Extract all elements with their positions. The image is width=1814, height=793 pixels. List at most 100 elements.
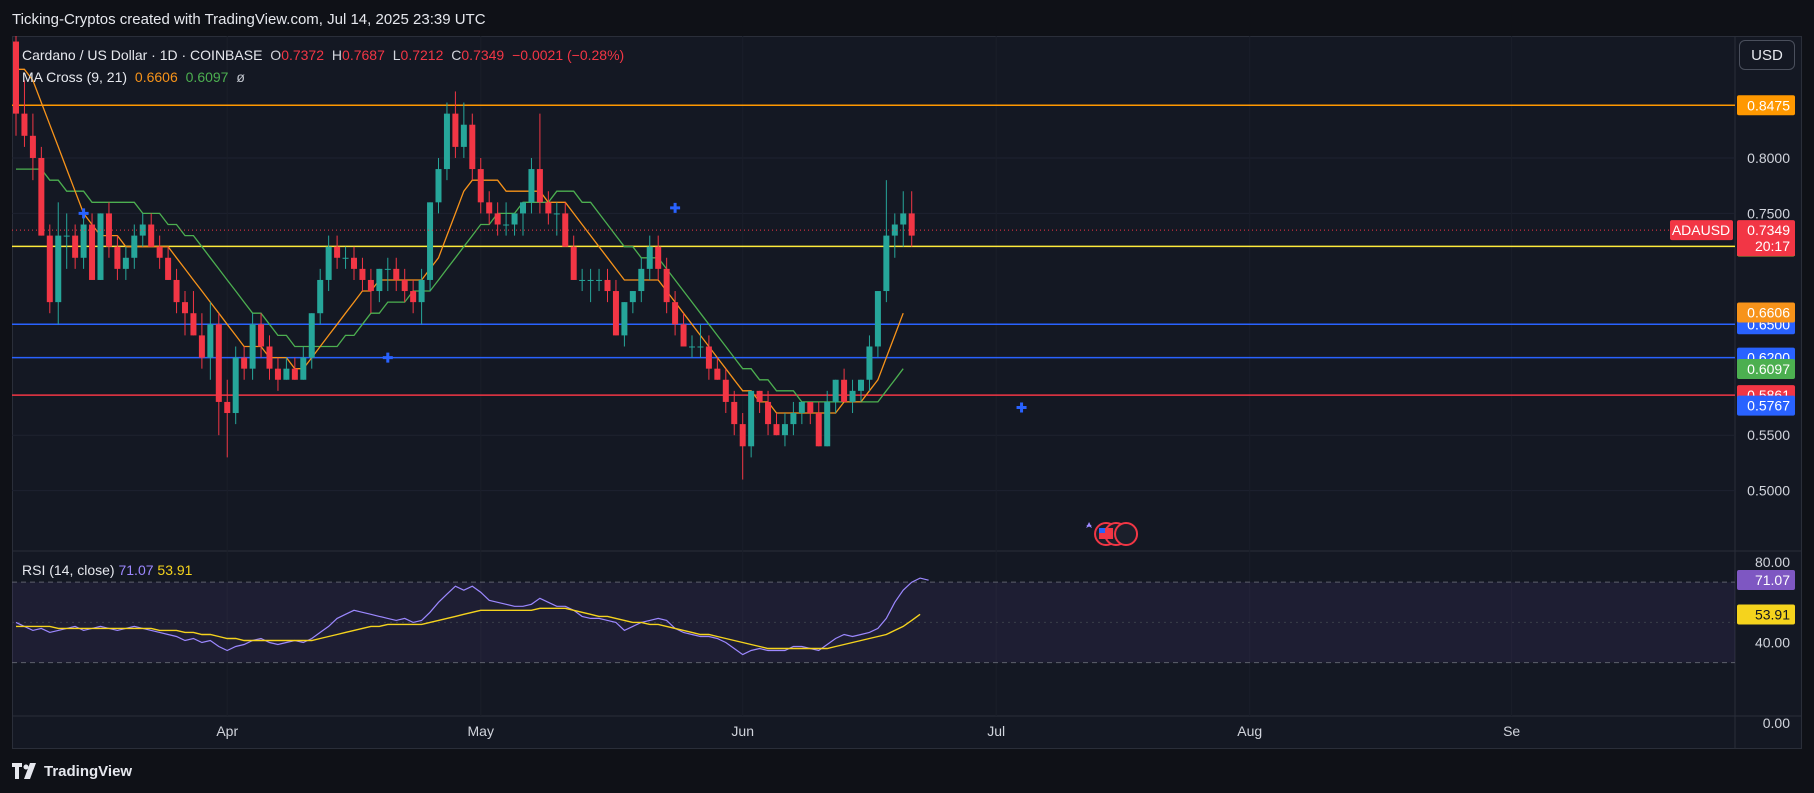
symbol-label[interactable]: Cardano / US Dollar · 1D · COINBASE (22, 47, 263, 63)
candle-body (72, 235, 79, 258)
candle-body (477, 169, 484, 203)
ma-fast-line (16, 68, 904, 414)
cross-up-marker-icon (382, 352, 393, 363)
candle-body (55, 235, 62, 303)
candle-body (520, 202, 526, 214)
candle-body (274, 368, 281, 380)
candle-body (638, 268, 645, 292)
candle-body (748, 390, 755, 447)
last-price-badge-bg (1737, 220, 1795, 257)
time-tick-label: Apr (216, 723, 238, 739)
candle-body (21, 113, 28, 136)
candle-body (900, 213, 907, 225)
candle-body (410, 291, 417, 303)
price-tick-label: 0.5000 (1747, 483, 1790, 499)
candle-body (494, 213, 501, 225)
candle-body (824, 401, 831, 447)
symbol-badge-label: ADAUSD (1672, 222, 1730, 238)
candle-body (198, 335, 205, 358)
time-tick-label: Aug (1237, 723, 1262, 739)
candle-body (781, 424, 788, 436)
ma-badge-bg (1737, 302, 1795, 323)
candle-body (38, 157, 45, 236)
candle-body (545, 202, 552, 214)
candle-body (553, 213, 560, 215)
ma-label[interactable]: MA Cross (9, 21) (22, 69, 128, 85)
footer-brand[interactable]: TradingView (44, 762, 133, 780)
candle-body (714, 368, 721, 380)
candle-body (63, 235, 70, 237)
candle-body (317, 279, 324, 314)
candle-body (697, 346, 704, 348)
candle-body (359, 268, 366, 280)
us-flag-canton (1099, 528, 1106, 533)
level-badge: 0.8475 (1747, 97, 1790, 113)
candle-body (182, 302, 188, 314)
candle-body (334, 246, 341, 258)
candle-body (249, 324, 256, 369)
open-value: 0.7372 (281, 47, 325, 63)
candle-body (908, 213, 915, 236)
candle-body (756, 390, 763, 402)
candle-body (503, 224, 510, 226)
ma-fast-value: 0.6606 (134, 69, 178, 85)
candle-body (528, 169, 535, 203)
candle-body (765, 401, 772, 425)
candle-body (156, 246, 163, 258)
candle-body (393, 268, 400, 280)
candle-body (342, 257, 349, 259)
candle-body (325, 246, 332, 280)
candle-body (469, 124, 476, 170)
rsi-badge-bg (1737, 570, 1795, 591)
candle-body (486, 202, 493, 214)
candle-body (646, 246, 653, 269)
chart-header: Ticking-Cryptos created with TradingView… (0, 0, 1814, 36)
candle-body (283, 368, 290, 380)
candle-body (148, 224, 155, 247)
rsi-ma-value: 53.91 (157, 562, 193, 578)
candle-body (427, 202, 434, 280)
candle-body (807, 401, 814, 414)
candle-body (731, 401, 738, 425)
candle-body (80, 224, 87, 258)
candle-body (376, 268, 383, 292)
candle-body (832, 379, 839, 402)
ma-badge: 0.6606 (1747, 305, 1790, 321)
close-label: C (451, 47, 462, 63)
rsi-label[interactable]: RSI (14, close) (22, 562, 115, 578)
candle-body (241, 357, 248, 369)
candle-body (258, 324, 265, 347)
currency-button[interactable]: USD (1739, 40, 1795, 70)
symbol-row: Cardano / US Dollar · 1D · COINBASE O0.7… (22, 44, 628, 66)
candle-body (384, 268, 391, 270)
candle-body (291, 368, 298, 380)
event-star-icon (1086, 522, 1093, 528)
price-tick-label: 0.7500 (1747, 205, 1790, 221)
candle-body (849, 390, 856, 402)
candle-body (173, 279, 180, 303)
cross-up-marker-icon (1016, 402, 1027, 413)
change-value: −0.0021 (−0.28%) (512, 47, 625, 63)
ma-badge-bg (1737, 395, 1795, 416)
time-tick-label: Se (1503, 723, 1520, 739)
candle-body (224, 401, 231, 414)
candle-body (579, 279, 586, 281)
candle-body (300, 357, 307, 380)
candle-body (207, 324, 214, 358)
footer: TradingView (12, 758, 132, 784)
candle-body (841, 379, 848, 402)
rsi-ma-badge-bg (1737, 604, 1795, 625)
chart-panel[interactable] (12, 36, 1802, 749)
rsi-tick-label: 80.00 (1755, 554, 1790, 570)
ma-hidden-icon[interactable]: ø (236, 69, 245, 85)
candle-body (815, 413, 822, 447)
candle-body (680, 324, 687, 347)
candle-body (536, 169, 543, 203)
us-flag-stripes (1099, 528, 1114, 539)
candle-body (97, 213, 104, 280)
ma-badge-bg (1737, 358, 1795, 379)
level-badge-bg (1737, 95, 1795, 116)
candle-body (89, 224, 96, 280)
rsi-value: 71.07 (118, 562, 154, 578)
